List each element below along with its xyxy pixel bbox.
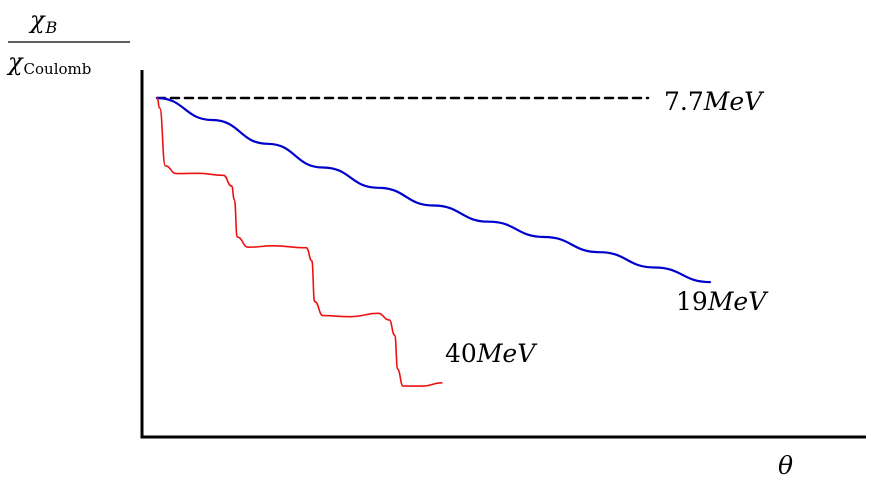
series-layer (155, 96, 712, 387)
series-label-19mev: 19MeV (676, 287, 769, 316)
y-label-numerator: χB (28, 6, 58, 37)
series-label-40mev: 40MeV (445, 339, 538, 368)
series-line-19mev (155, 96, 712, 284)
y-label-denominator: χCoulomb (6, 48, 91, 78)
x-axis-label: θ (778, 451, 793, 480)
series-label-7-7mev: 7.7MeV (664, 87, 765, 116)
y-axis-label: χB χCoulomb (6, 6, 130, 78)
series-line-40mev (156, 97, 443, 387)
